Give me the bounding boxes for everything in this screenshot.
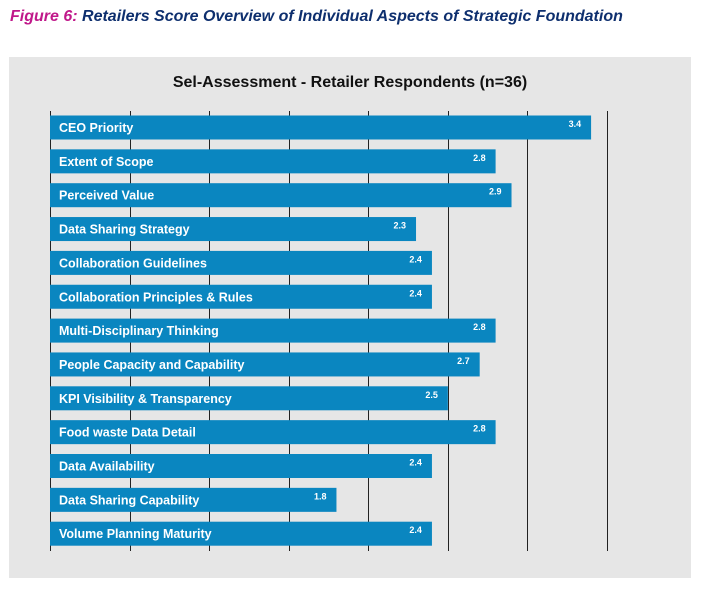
category-label: Data Sharing Strategy xyxy=(59,223,190,237)
category-label: CEO Priority xyxy=(59,121,133,135)
value-label: 2.7 xyxy=(457,356,470,366)
bar xyxy=(50,250,432,275)
bar xyxy=(50,318,496,343)
value-label: 2.4 xyxy=(409,458,422,468)
chart-title: Sel-Assessment - Retailer Respondents (n… xyxy=(172,74,528,91)
category-label: Food waste Data Detail xyxy=(59,426,196,440)
value-label: 1.8 xyxy=(314,491,327,501)
bar xyxy=(50,352,480,377)
bar xyxy=(50,487,337,512)
category-label: Data Availability xyxy=(59,460,155,474)
chart-panel: Sel-Assessment - Retailer Respondents (n… xyxy=(9,57,691,578)
category-label: KPI Visibility & Transparency xyxy=(59,392,232,406)
value-label: 2.4 xyxy=(409,254,422,264)
bar xyxy=(50,183,512,208)
category-label: Volume Planning Maturity xyxy=(59,527,212,541)
bar xyxy=(50,386,448,411)
category-label: Perceived Value xyxy=(59,189,154,203)
figure-caption-separator: : xyxy=(72,8,78,25)
value-label: 3.4 xyxy=(569,119,582,129)
bar xyxy=(50,284,432,309)
category-label: Extent of Scope xyxy=(59,155,154,169)
category-label: Data Sharing Capability xyxy=(59,493,199,507)
value-label: 2.8 xyxy=(473,322,486,332)
category-label: People Capacity and Capability xyxy=(59,358,245,372)
value-label: 2.9 xyxy=(489,187,502,197)
value-label: 2.5 xyxy=(425,390,438,400)
value-label: 2.8 xyxy=(473,153,486,163)
category-label: Multi-Disciplinary Thinking xyxy=(59,324,219,338)
figure-caption: Figure 6: Retailers Score Overview of In… xyxy=(10,8,700,26)
category-label: Collaboration Guidelines xyxy=(59,256,207,270)
bar xyxy=(50,149,496,174)
figure-number: Figure 6 xyxy=(10,8,73,25)
value-label: 2.4 xyxy=(409,288,422,298)
bar-chart: CEO Priority 3.4 Extent of Scope 2.8 Perceiv… xyxy=(50,111,608,551)
value-label: 2.3 xyxy=(394,221,407,231)
value-label: 2.4 xyxy=(409,525,422,535)
value-label: 2.8 xyxy=(473,424,486,434)
bar xyxy=(50,521,432,546)
category-label: Collaboration Principles & Rules xyxy=(59,290,253,304)
bar xyxy=(50,217,417,242)
figure-caption-text: Retailers Score Overview of Individual A… xyxy=(77,8,623,25)
bar xyxy=(50,115,592,140)
bar xyxy=(50,454,432,478)
bar xyxy=(50,420,496,445)
